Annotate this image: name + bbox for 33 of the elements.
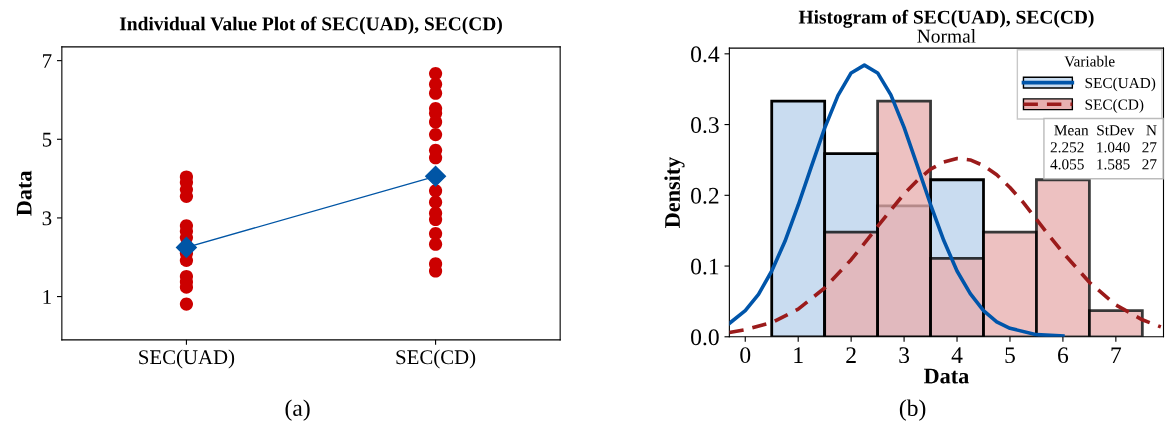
- x-tick-label: 2: [846, 347, 856, 363]
- x-tick-label: 3: [899, 347, 910, 364]
- chart-title: Histogram of SEC(UAD), SEC(CD): [798, 9, 1094, 28]
- chart-title: Individual Value Plot of SEC(UAD), SEC(CD): [119, 16, 502, 35]
- x-tick-label: 1: [794, 347, 803, 363]
- x-tick-label: 7: [1111, 347, 1122, 363]
- y-tick-label: 0.1: [691, 258, 719, 275]
- y-tick-label: 5: [42, 132, 52, 147]
- x-tick-label: SEC(UAD): [139, 349, 235, 369]
- legend-label: SEC(UAD): [1085, 77, 1156, 92]
- y-tick-label: 1: [43, 290, 51, 304]
- y-tick-label: 0.4: [691, 46, 720, 63]
- y-tick-label: 7: [43, 54, 52, 68]
- y-axis-title: Density: [664, 156, 685, 228]
- annotation: 4.055 1.585 27: [1050, 159, 1157, 170]
- chart-subtitle: Normal: [917, 29, 976, 43]
- y-tick-label: 0.3: [691, 117, 719, 134]
- text: (a): [285, 399, 310, 421]
- x-tick-label: 5: [1005, 347, 1015, 364]
- x-tick-label: 6: [1058, 347, 1069, 364]
- x-tick-label: 4: [951, 347, 963, 363]
- y-tick-label: 3: [42, 211, 52, 226]
- x-axis-title: Data: [923, 368, 969, 384]
- y-tick-label: 0.2: [691, 187, 719, 204]
- y-tick-label: 0.0: [691, 329, 719, 346]
- annotation: Mean StDev N: [1054, 125, 1157, 136]
- x-tick-label: 0: [740, 347, 751, 364]
- legend-label: SEC(CD): [1085, 98, 1144, 113]
- annotation: 2.252 1.040 27: [1050, 142, 1157, 153]
- x-tick-label: SEC(CD): [396, 349, 476, 369]
- text: (b): [899, 399, 926, 421]
- y-axis-title: Data: [16, 170, 32, 216]
- legend-title: Variable: [1064, 55, 1115, 67]
